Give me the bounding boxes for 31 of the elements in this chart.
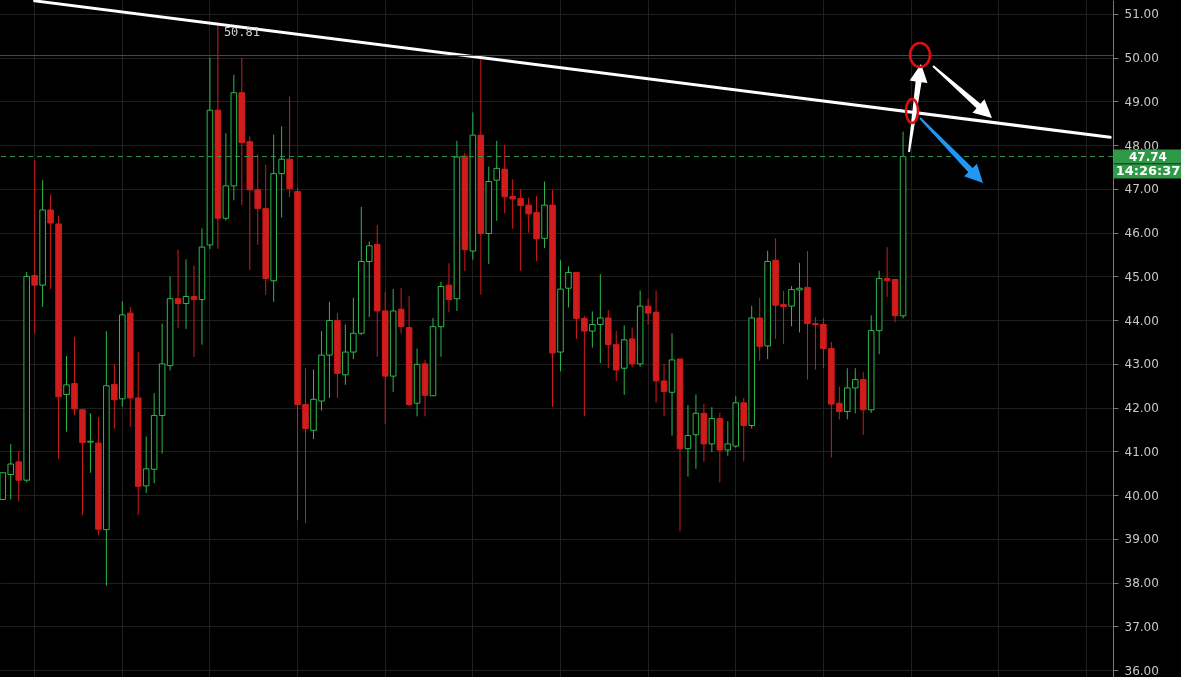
candlestick — [190, 264, 198, 358]
candlestick — [63, 355, 70, 433]
y-tick-label: 47.00 — [1124, 182, 1159, 197]
candlestick — [493, 140, 501, 222]
y-tick-label: 36.00 — [1124, 663, 1159, 677]
y-tick-label: 44.00 — [1124, 313, 1159, 328]
y-tick-label: 41.00 — [1124, 444, 1159, 459]
candlestick — [111, 363, 118, 430]
candlestick — [182, 258, 190, 330]
y-tick-label: 43.00 — [1124, 357, 1159, 372]
y-tick-label: 37.00 — [1124, 619, 1159, 634]
y-tick-label: 46.00 — [1124, 226, 1159, 241]
candlestick — [31, 159, 38, 334]
candlestick — [692, 393, 700, 470]
candlestick — [740, 397, 748, 462]
candlestick — [87, 412, 94, 474]
y-tick-label: 51.00 — [1124, 7, 1159, 22]
annotation: 50.81 — [223, 25, 261, 40]
candlestick — [397, 287, 405, 335]
y-tick-label: 39.00 — [1124, 532, 1159, 547]
y-tick-label: 45.00 — [1124, 269, 1159, 284]
y-tick-label: 40.00 — [1124, 488, 1159, 503]
y-tick-label: 49.00 — [1124, 94, 1159, 109]
candlestick — [445, 262, 453, 313]
y-tick-label: 50.00 — [1124, 51, 1159, 66]
y-tick-label: 42.00 — [1124, 401, 1159, 416]
candlestick — [684, 404, 692, 478]
candlestick — [15, 450, 23, 503]
candlestick — [174, 249, 182, 329]
y-tick-label: 38.00 — [1124, 576, 1159, 591]
text: 14:26:37 — [1115, 163, 1181, 179]
